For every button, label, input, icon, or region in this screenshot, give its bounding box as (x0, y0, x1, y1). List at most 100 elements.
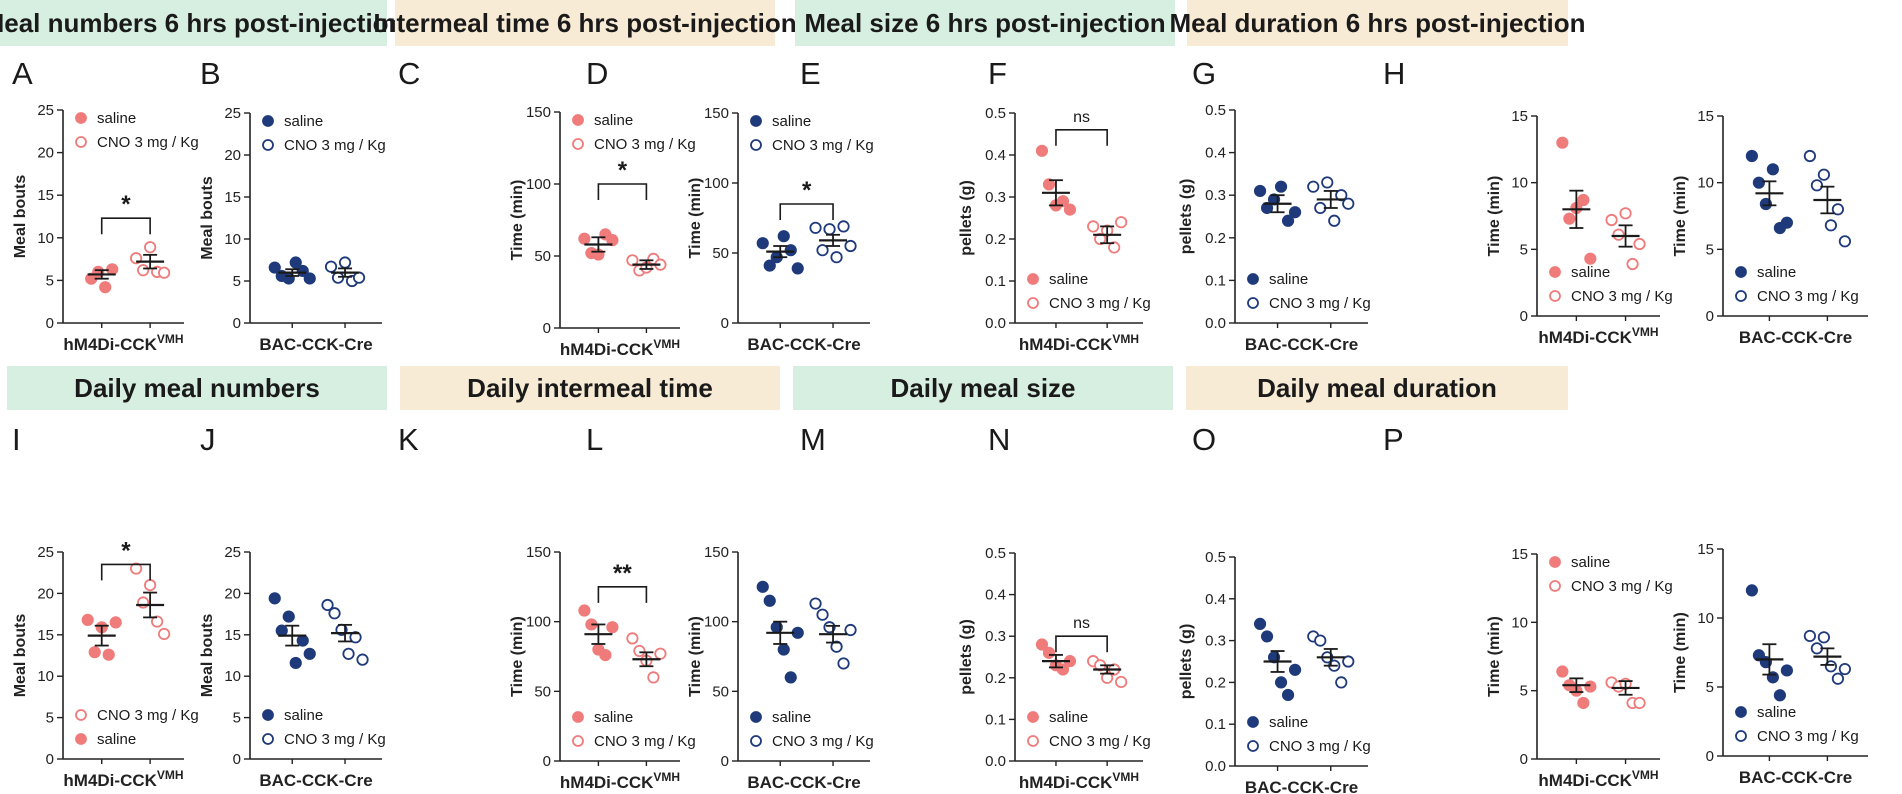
y-tick-label: 10 (1511, 614, 1528, 631)
legend-marker (1247, 273, 1259, 285)
y-tick-label: 5 (1520, 241, 1528, 258)
data-point (1328, 214, 1341, 227)
legend-label: saline (1269, 714, 1308, 731)
header-intermeal-time-6h: Intermeal time 6 hrs post-injection (373, 0, 797, 46)
header-daily-meal-duration: Daily meal duration (1186, 366, 1568, 410)
x-axis-label: hM4Di-CCKVMH (63, 332, 183, 354)
data-point (303, 272, 316, 285)
legend-marker (1247, 716, 1259, 728)
y-tick-label: 0 (721, 753, 729, 770)
y-tick-label: 0.3 (985, 189, 1006, 206)
data-point (1810, 179, 1824, 192)
y-tick-label: 0.2 (985, 231, 1006, 248)
y-tick-label: 20 (37, 145, 54, 162)
legend-label: saline (97, 731, 136, 748)
legend-label: CNO 3 mg / Kg (97, 707, 199, 724)
data-point (1838, 235, 1852, 248)
data-point (1752, 176, 1766, 189)
y-tick-label: 10 (1697, 610, 1714, 627)
data-point (282, 610, 295, 623)
significance-bracket (1055, 129, 1108, 146)
legend-marker (572, 138, 584, 150)
y-tick-label: 15 (224, 627, 241, 644)
significance-label: ns (1073, 109, 1090, 126)
legend-marker (572, 735, 584, 747)
data-point (1633, 237, 1646, 251)
legend-marker (262, 115, 274, 127)
legend-marker (1549, 556, 1561, 568)
y-tick-label: 150 (526, 544, 551, 561)
data-point (1281, 214, 1295, 227)
header-meal-duration-6h: Meal duration 6 hrs post-injection (1169, 0, 1586, 46)
panel-letter: L (586, 422, 604, 457)
panel-letter: N (988, 422, 1011, 457)
y-tick-label: 150 (704, 105, 729, 122)
data-point (1281, 688, 1295, 702)
y-tick-label: 20 (224, 147, 241, 164)
y-tick-label: 10 (1511, 175, 1528, 192)
legend-marker (750, 735, 762, 747)
header-daily-meal-numbers: Daily meal numbers (7, 366, 387, 410)
legend-marker (1247, 297, 1259, 309)
data-point (1745, 584, 1759, 597)
legend-label: CNO 3 mg / Kg (1757, 288, 1859, 305)
data-point (1633, 696, 1646, 710)
header-meal-size-6h: Meal size 6 hrs post-injection (795, 0, 1175, 46)
legend-marker (75, 709, 87, 721)
significance-bracket (597, 183, 648, 200)
y-axis-label: Meal bouts (199, 176, 216, 260)
legend-label: CNO 3 mg / Kg (594, 136, 696, 153)
data-point (1035, 638, 1049, 651)
y-tick-label: 0.5 (1205, 102, 1226, 119)
significance-bracket (597, 586, 648, 603)
x-axis-label: hM4Di-CCKVMH (560, 337, 680, 359)
y-tick-label: 15 (1511, 108, 1528, 125)
data-point (837, 657, 850, 670)
data-point (633, 644, 646, 658)
data-point (816, 608, 829, 621)
y-tick-label: 0.1 (1205, 272, 1226, 289)
data-point (1563, 212, 1576, 225)
data-point (1824, 219, 1838, 232)
legend-label: CNO 3 mg / Kg (284, 731, 386, 748)
y-tick-label: 25 (37, 544, 54, 561)
significance-label: ** (613, 560, 632, 587)
legend-label: CNO 3 mg / Kg (1049, 295, 1151, 312)
y-tick-label: 0 (1706, 308, 1714, 325)
data-point (342, 647, 355, 660)
header-meal-numbers-6h: Meal numbers 6 hrs post-injection (0, 0, 404, 46)
y-tick-label: 100 (704, 614, 729, 631)
data-point (599, 649, 612, 662)
data-point (1042, 178, 1056, 191)
y-tick-label: 0.1 (985, 273, 1006, 290)
x-axis-label: hM4Di-CCKVMH (1538, 768, 1658, 790)
x-axis-label: BAC-CCK-Cre (259, 335, 372, 354)
legend-label: saline (1571, 554, 1610, 571)
data-point (1803, 149, 1817, 163)
legend-label: saline (1049, 271, 1088, 288)
data-point (144, 241, 157, 254)
y-tick-label: 50 (712, 683, 729, 700)
y-tick-label: 150 (704, 544, 729, 561)
y-tick-label: 0.3 (1205, 633, 1226, 650)
data-point (763, 594, 776, 607)
legend-marker (750, 711, 762, 723)
y-tick-label: 100 (526, 614, 551, 631)
legend-label: saline (1269, 271, 1308, 288)
data-point (1253, 184, 1267, 198)
y-tick-label: 10 (224, 668, 241, 685)
legend-marker (1027, 711, 1039, 723)
y-tick-label: 0 (543, 753, 551, 770)
significance-bracket (1055, 635, 1108, 653)
y-tick-label: 50 (712, 245, 729, 262)
legend-marker (572, 711, 584, 723)
y-tick-label: 0 (233, 315, 241, 332)
y-tick-label: 100 (526, 176, 551, 193)
